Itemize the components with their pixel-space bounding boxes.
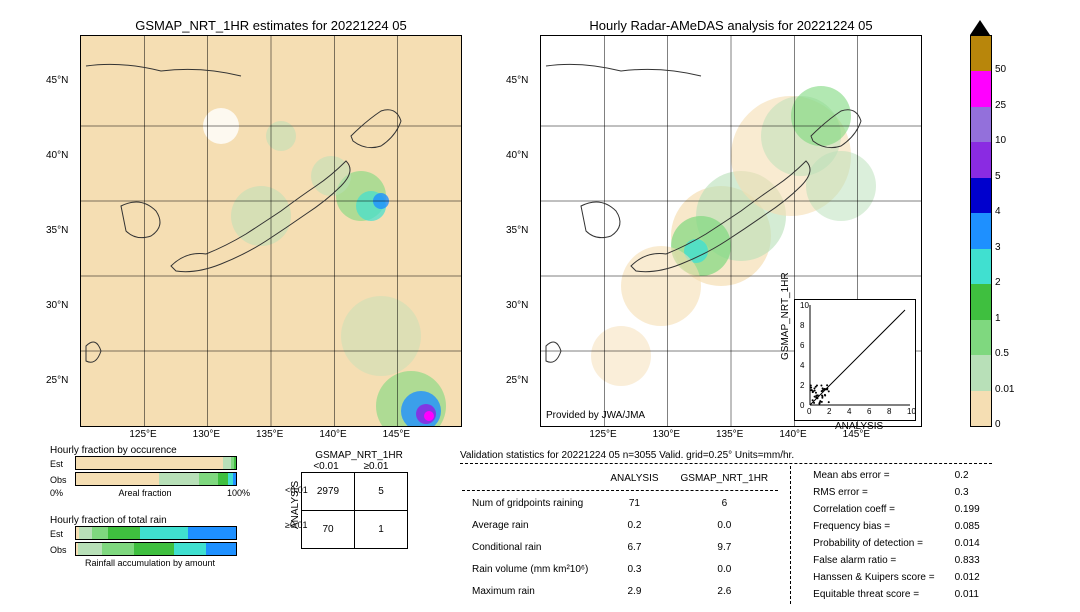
bar-chart-title-1: Hourly fraction by occurence	[50, 445, 250, 456]
hourly-fraction-total: Hourly fraction of total rain EstObs Rai…	[50, 515, 250, 568]
contingency-cell: 2979	[302, 473, 355, 511]
contingency-cell: 5	[355, 473, 408, 511]
hourly-fraction-occurrence: Hourly fraction by occurence EstObs 0% A…	[50, 445, 250, 498]
map-right: Hourly Radar-AMeDAS analysis for 2022122…	[540, 35, 922, 427]
stats-title: Validation statistics for 20221224 05 n=…	[460, 450, 992, 461]
scatter-inset: ANALYSIS GSMAP_NRT_1HR 0246810 0246810	[794, 299, 916, 421]
colorbar: 00.010.512345102550	[970, 35, 990, 425]
scatter-xlabel: ANALYSIS	[835, 421, 883, 432]
contingency-side-label: ANALYSIS	[290, 461, 301, 549]
dashboard-container: GSMAP_NRT_1HR estimates for 20221224 05 …	[10, 10, 1070, 602]
bar-chart-title-2: Hourly fraction of total rain	[50, 515, 250, 526]
bar-chart-bottom-label: Rainfall accumulation by amount	[50, 558, 250, 568]
contingency-cell: 70	[302, 511, 355, 549]
contingency-top-label: GSMAP_NRT_1HR	[310, 450, 408, 461]
map-right-title: Hourly Radar-AMeDAS analysis for 2022122…	[541, 18, 921, 33]
validation-stats: Validation statistics for 20221224 05 n=…	[460, 450, 992, 604]
contingency-cell: 1	[355, 511, 408, 549]
contingency-table: GSMAP_NRT_1HR ANALYSIS <0.01 ≥0.01 2979 …	[290, 450, 408, 549]
provided-by-text: Provided by JWA/JMA	[546, 410, 645, 421]
scatter-ylabel: GSMAP_NRT_1HR	[780, 272, 791, 360]
map-left-title: GSMAP_NRT_1HR estimates for 20221224 05	[81, 18, 461, 33]
map-left-svg	[81, 36, 461, 426]
map-left: GSMAP_NRT_1HR estimates for 20221224 05 …	[80, 35, 462, 427]
